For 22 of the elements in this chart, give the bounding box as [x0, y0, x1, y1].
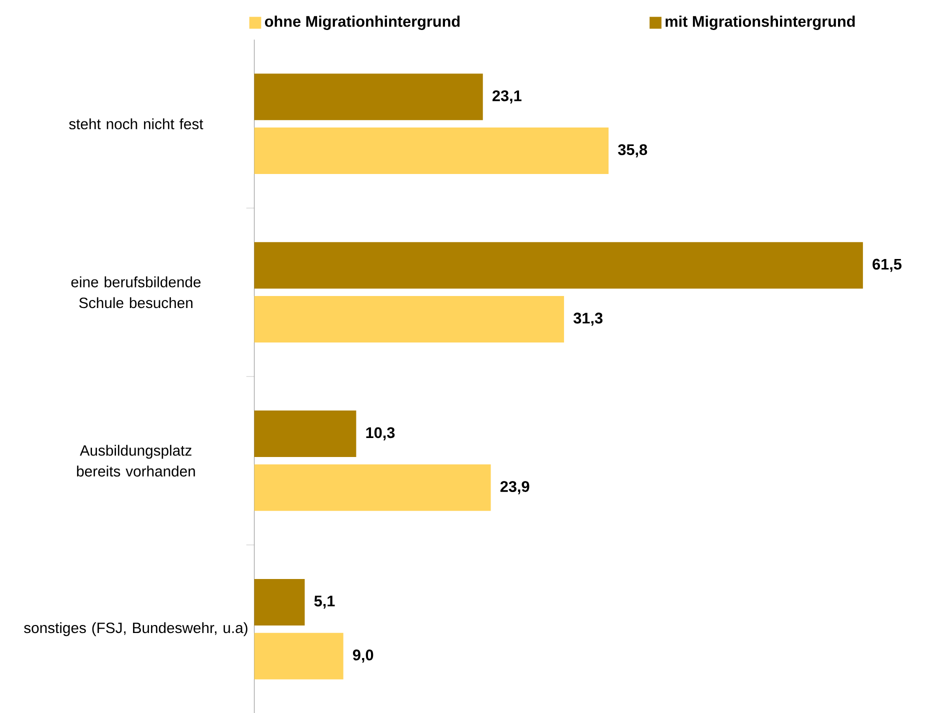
bar	[254, 242, 863, 288]
bar	[254, 73, 483, 120]
bar	[254, 632, 344, 680]
legend-label: mit Migrationshintergrund	[666, 15, 855, 30]
data-label: 23,9	[500, 480, 530, 494]
data-label: 10,3	[366, 427, 395, 440]
legend-label: ohne Migrationhintergrund	[264, 15, 460, 30]
data-label: 5,1	[314, 596, 335, 609]
bar	[254, 410, 356, 457]
y-tick-label: Ausbildungsplatz bereits vorhanden	[77, 444, 195, 476]
y-tick-label: eine berufsbildende Schule besuchen	[71, 276, 201, 308]
bar	[254, 296, 564, 342]
data-label: 61,5	[872, 258, 902, 272]
data-label: 23,1	[492, 90, 522, 104]
bar	[254, 127, 609, 174]
bar	[254, 578, 305, 626]
y-tick-label: steht noch nicht fest	[69, 118, 204, 130]
data-label: 9,0	[352, 649, 374, 662]
data-label: 35,8	[618, 144, 648, 158]
y-tick-label: sonstiges (FSJ, Bundeswehr, u.a)	[24, 622, 248, 636]
data-label: 31,3	[574, 312, 602, 326]
bar	[254, 464, 491, 511]
